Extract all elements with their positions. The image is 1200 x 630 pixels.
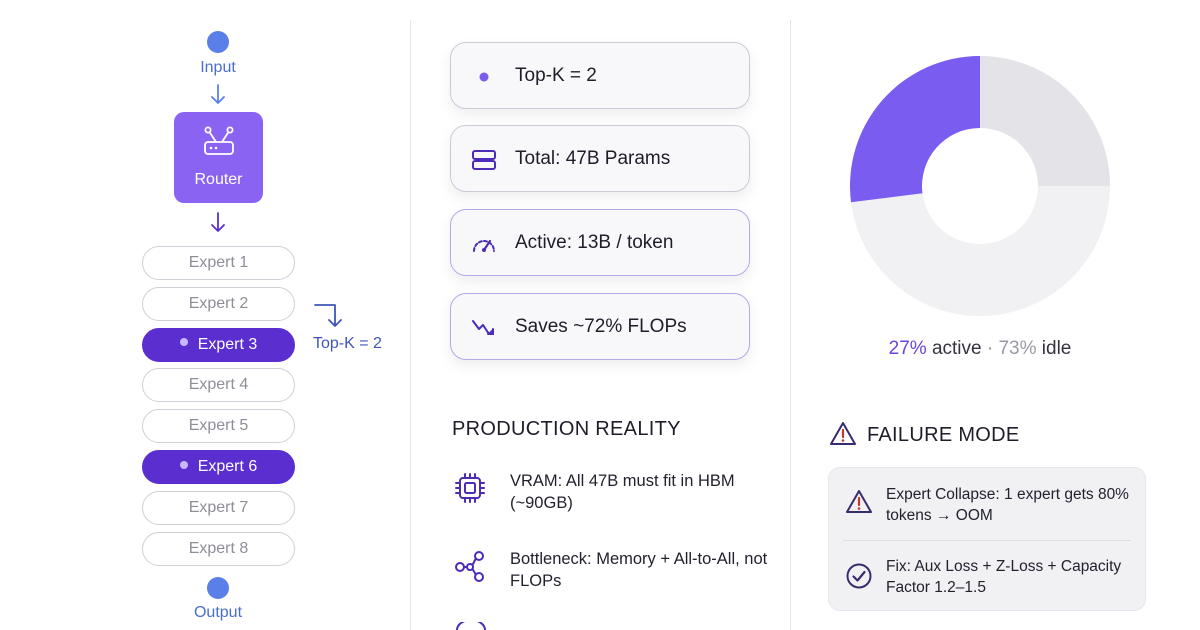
warning-icon: [830, 422, 856, 445]
stat-card-flops-savings: Saves ~72% FLOPs: [450, 293, 750, 360]
dot-icon: [479, 72, 489, 82]
caption-separator: ·: [986, 338, 994, 359]
output-label: Output: [193, 604, 243, 621]
reality-item-text: Bottleneck: Memory + All-to-All, not FLO…: [510, 550, 768, 590]
partial-icon: [456, 622, 486, 630]
failure-separator: [843, 540, 1131, 541]
check-circle-icon: [846, 563, 872, 589]
reality-item-text: VRAM: All 47B must fit in HBM (~90GB): [510, 472, 735, 512]
arrow-down-icon: [211, 84, 225, 104]
donut-idle-slice-upper: [980, 56, 1110, 186]
column-divider-left: [410, 20, 411, 630]
active-idle-donut-chart: [850, 56, 1110, 316]
stat-card-active-params: Active: 13B / token: [450, 209, 750, 276]
expert-pill: Expert 5: [142, 409, 295, 444]
failure-item-text: Fix: Aux Loss + Z-Loss + Capacity Factor…: [886, 558, 1122, 596]
column-divider-right: [790, 20, 791, 630]
router-label: Router: [194, 171, 243, 188]
donut-active-slice: [850, 56, 980, 203]
input-node: [207, 31, 229, 53]
trend-down-icon: [472, 320, 494, 335]
expert-pill: Expert 1: [142, 246, 295, 280]
stat-card-label: Total: 47B Params: [515, 148, 671, 169]
arrow-down-icon: [211, 212, 225, 232]
stat-card-total-params: Total: 47B Params: [450, 125, 750, 192]
expert-pill: Expert 7: [142, 490, 295, 525]
stat-card-label: Saves ~72% FLOPs: [515, 316, 687, 337]
route-arrow-icon: [314, 304, 342, 327]
stat-card-label: Active: 13B / token: [515, 232, 674, 253]
input-label: Input: [200, 59, 236, 76]
chip-icon: [455, 473, 485, 503]
donut-caption: 27% active · 73% idle: [820, 338, 1140, 360]
failure-mode-title: FAILURE MODE: [867, 424, 1020, 446]
production-reality-title: PRODUCTION REALITY: [452, 418, 681, 440]
topk-side-label: Top-K = 2: [313, 335, 382, 352]
expert-pill: Expert 6: [142, 450, 295, 484]
gauge-icon: [473, 239, 495, 252]
warning-icon: [846, 490, 872, 513]
expert-pill: Expert 4: [142, 368, 295, 403]
network-icon: [455, 551, 484, 582]
failure-item-text: Expert Collapse: 1 expert gets 80% token…: [886, 486, 1129, 524]
router-node: Router: [174, 112, 263, 203]
idle-word: idle: [1041, 338, 1072, 359]
active-percent: 27%: [888, 338, 927, 359]
stat-card-label: Top-K = 2: [515, 65, 597, 86]
output-node: [207, 577, 229, 599]
active-word: active: [931, 338, 982, 359]
expert-pill: Expert 2: [142, 286, 295, 321]
expert-pill: Expert 3: [142, 327, 295, 362]
idle-percent: 73%: [998, 338, 1037, 359]
server-stack-icon: [472, 150, 496, 170]
donut-idle-slice: [851, 186, 1110, 316]
router-icon: [204, 126, 234, 155]
stat-card-topk: Top-K = 2: [450, 42, 750, 109]
expert-pill: Expert 8: [142, 531, 295, 566]
failure-mode-box: Expert Collapse: 1 expert gets 80% token…: [828, 467, 1146, 611]
